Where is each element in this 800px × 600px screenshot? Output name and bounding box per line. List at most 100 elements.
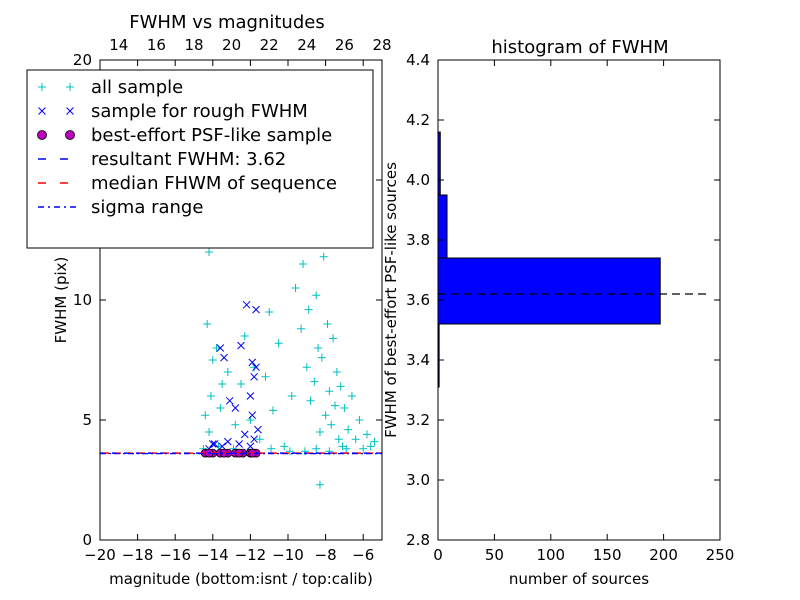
- x-tick-label: 250: [706, 546, 735, 564]
- rough-fwhm-point: [246, 442, 255, 451]
- top-x-tick-label: 20: [222, 36, 241, 54]
- all-sample-point: [297, 324, 306, 333]
- all-sample-point: [321, 411, 330, 420]
- rough-fwhm-point: [208, 440, 217, 448]
- rough-fwhm-point: [220, 353, 228, 362]
- all-sample-point: [323, 320, 332, 328]
- rough-fwhm-point: [235, 440, 243, 448]
- all-sample-point: [285, 447, 294, 456]
- all-sample-point: [216, 404, 225, 412]
- rough-fwhm-point: [252, 363, 260, 372]
- all-sample-point: [317, 353, 326, 362]
- top-x-tick-label: 24: [297, 36, 316, 54]
- all-sample-point: [287, 392, 296, 400]
- left-y-axis-label: FWHM (pix): [52, 257, 70, 344]
- all-sample-point: [342, 444, 351, 453]
- right-chart-title: histogram of FWHM: [491, 37, 668, 58]
- all-sample-point: [344, 425, 353, 434]
- all-sample-point: [366, 442, 375, 451]
- all-sample-point: [208, 356, 217, 364]
- legend-item: sigma range: [38, 197, 203, 218]
- all-sample-point: [218, 380, 227, 388]
- rough-fwhm-point: [252, 305, 260, 314]
- all-sample-point: [205, 248, 214, 256]
- left-chart-title: FWHM vs magnitudes: [129, 12, 324, 33]
- all-sample-point: [302, 363, 311, 372]
- all-sample-point: [203, 320, 212, 328]
- histogram-bar: [437, 194, 448, 259]
- x-tick-label: −10: [272, 546, 304, 564]
- all-sample-point: [240, 332, 249, 340]
- x-tick-label: −14: [197, 546, 229, 564]
- rough-fwhm-point: [254, 425, 262, 434]
- all-sample-point: [205, 428, 214, 436]
- y-tick-label: 3.4: [406, 351, 430, 369]
- rough-fwhm-point: [248, 411, 257, 420]
- all-sample-point: [237, 380, 245, 388]
- legend-item: best-effort PSF-like sample: [37, 125, 332, 146]
- all-sample-point: [268, 406, 277, 415]
- all-sample-point: [299, 260, 308, 268]
- all-sample-point: [329, 334, 338, 343]
- x-tick-label: −18: [122, 546, 154, 564]
- legend-label: all sample: [91, 77, 183, 98]
- legend-plus-marker: [66, 83, 74, 91]
- histogram-bars: [437, 131, 661, 388]
- y-tick-label: 0: [82, 531, 92, 549]
- rough-fwhm-point: [216, 344, 225, 352]
- y-tick-label: 4.4: [406, 51, 430, 69]
- rough-fwhm-point: [223, 437, 232, 446]
- x-tick-label: 150: [593, 546, 622, 564]
- all-sample-point: [327, 420, 336, 429]
- top-x-tick-label: 22: [260, 36, 279, 54]
- legend-label: sigma range: [91, 197, 203, 218]
- all-sample-point: [315, 428, 324, 436]
- y-tick-label: 4.2: [406, 111, 430, 129]
- left-reference-lines: [100, 452, 382, 455]
- right-y-ticks: 2.8 3.0 3.2 3.4 3.6 3.8 4.0 4.2 4.4: [406, 51, 720, 549]
- legend-circle-marker: [65, 130, 75, 140]
- legend-label: best-effort PSF-like sample: [91, 125, 332, 146]
- legend-label: resultant FWHM: 3.62: [91, 149, 286, 170]
- all-sample-point: [267, 444, 276, 453]
- rough-fwhm-point: [210, 440, 219, 448]
- legend-item: resultant FWHM: 3.62: [38, 149, 286, 170]
- x-tick-label: −16: [159, 546, 191, 564]
- legend-item: median FHWM of sequence: [38, 173, 337, 194]
- all-sample-point: [359, 444, 368, 453]
- x-tick-label: 50: [485, 546, 504, 564]
- rough-fwhm-point: [248, 358, 257, 367]
- all-sample-point: [347, 392, 356, 400]
- all-sample-point: [280, 442, 289, 451]
- all-sample-point: [212, 344, 221, 352]
- left-top-x-ticks: 14 16 18 20 22 24 26 28: [109, 36, 391, 54]
- y-tick-label: 2.8: [406, 531, 430, 549]
- x-tick-label: 200: [649, 546, 678, 564]
- legend-plus-marker: [38, 83, 46, 91]
- all-sample-point: [334, 435, 343, 444]
- legend: all sample sample for rough FWHM best-effo…: [26, 69, 374, 249]
- y-tick-label: 3.0: [406, 471, 430, 489]
- all-sample-point: [274, 339, 283, 348]
- right-histogram-panel: 0 50 100 150 200 250 2.8 3.0 3.2 3.4 3.6 3.8 4.0 4.2…: [382, 37, 734, 588]
- all-sample-point: [206, 392, 215, 400]
- right-y-axis-label: FWHM of best-effort PSF-like sources: [382, 162, 400, 438]
- all-sample-point: [201, 411, 210, 420]
- rough-fwhm-point: [231, 404, 240, 412]
- legend-label: sample for rough FWHM: [91, 101, 308, 122]
- rough-fwhm-point: [225, 396, 234, 405]
- all-sample-point: [336, 382, 345, 391]
- all-sample-point: [319, 252, 328, 261]
- all-sample-point: [306, 396, 315, 405]
- y-tick-label: 5: [82, 411, 92, 429]
- top-x-tick-label: 14: [109, 36, 128, 54]
- all-sample-point: [355, 416, 364, 424]
- y-tick-label: 3.6: [406, 291, 430, 309]
- all-sample-point: [255, 435, 264, 444]
- all-sample-point: [312, 444, 321, 453]
- rough-fwhm-point: [250, 372, 259, 381]
- legend-label: median FHWM of sequence: [91, 173, 337, 194]
- all-sample-point: [351, 435, 360, 444]
- all-sample-point: [362, 430, 371, 439]
